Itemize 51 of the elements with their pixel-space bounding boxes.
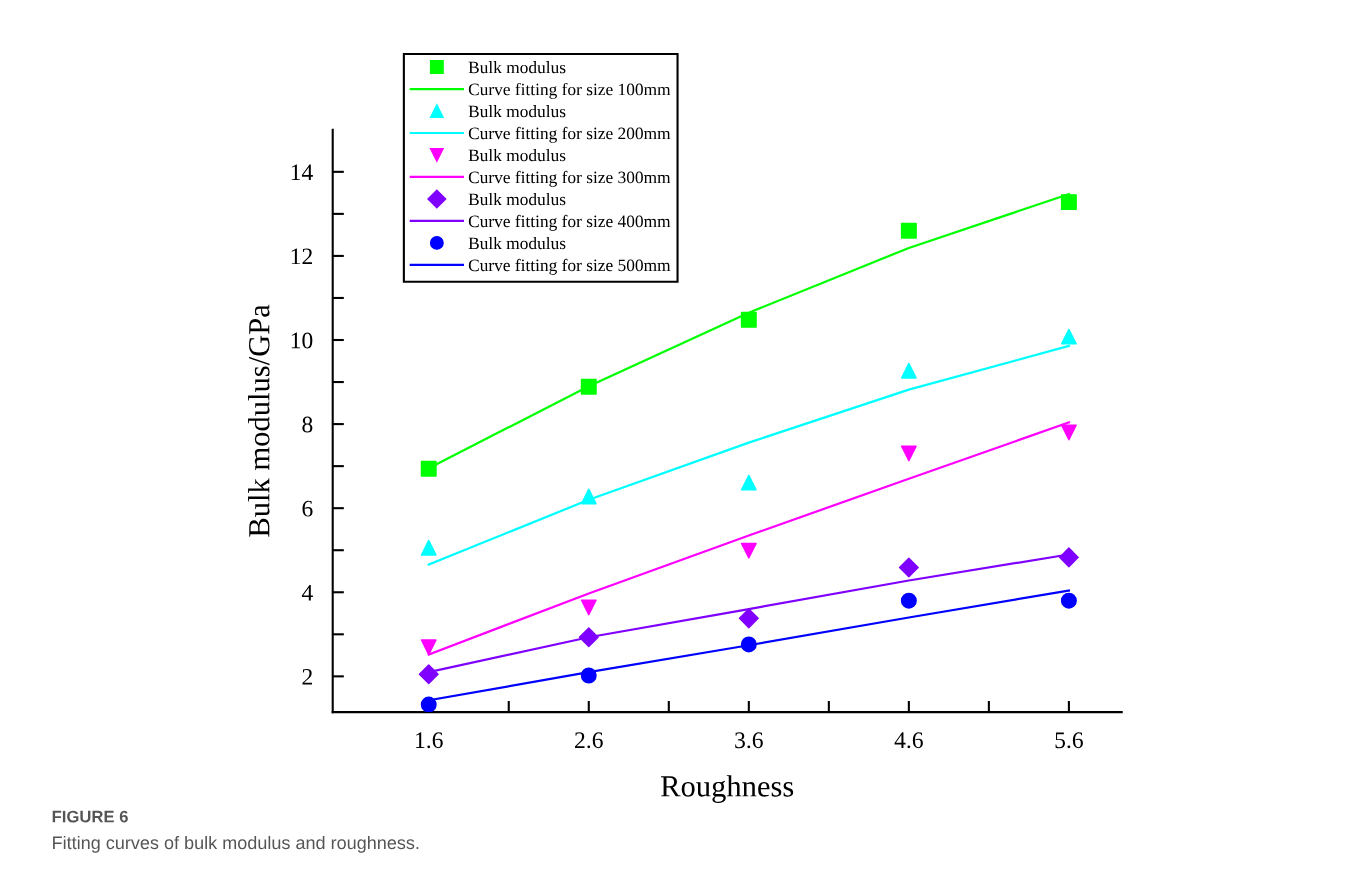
point — [1060, 328, 1077, 345]
point — [900, 222, 917, 239]
point — [420, 639, 437, 656]
y-axis-title: Bulk modulus/GPa — [248, 304, 270, 537]
text: Fitting curves of bulk modulus and roughness. — [53, 835, 419, 853]
legend-label: Curve fitting for size 100mm — [468, 82, 671, 99]
point — [580, 599, 597, 616]
x-tick-label: 2.6 — [575, 732, 603, 749]
legend-label: Bulk modulus — [468, 236, 566, 250]
y-tick-label: 12 — [291, 248, 312, 265]
legend-label: Bulk modulus — [468, 61, 566, 74]
point — [900, 592, 917, 609]
y-tick-label: 2 — [302, 668, 312, 685]
point — [420, 696, 437, 713]
legend-label: Curve fitting for size 400mm — [468, 214, 671, 231]
point — [1060, 424, 1077, 441]
point — [1060, 194, 1077, 211]
y-tick-label: 14 — [291, 164, 313, 181]
legend-label: Curve fitting for size 300mm — [468, 170, 671, 187]
legend-label: Curve fitting for size 200mm — [468, 126, 671, 143]
point — [738, 608, 759, 629]
point — [580, 488, 597, 505]
point — [1058, 547, 1079, 568]
x-tick-label: 4.6 — [894, 732, 923, 749]
point — [580, 667, 597, 684]
point — [1060, 592, 1077, 609]
legend-label: Bulk modulus — [468, 105, 566, 118]
x-tick-label: 1.6 — [416, 732, 443, 749]
point — [418, 664, 439, 685]
point — [580, 378, 597, 395]
point — [740, 542, 757, 559]
point — [420, 539, 437, 556]
point — [740, 636, 757, 653]
point — [740, 474, 757, 491]
point — [740, 311, 757, 328]
point — [420, 460, 437, 477]
caption: FIGURE 6 — [52, 810, 128, 823]
x-tick-label: 5.6 — [1055, 732, 1083, 749]
x-tick-label: 3.6 — [735, 732, 763, 749]
legend-label: Bulk modulus — [468, 192, 566, 206]
point — [900, 445, 917, 462]
y-tick-label: 4 — [301, 584, 313, 601]
point — [578, 627, 599, 648]
point — [898, 557, 919, 578]
y-tick-label: 10 — [291, 332, 313, 349]
y-tick-label: 6 — [302, 500, 313, 517]
point — [900, 362, 917, 379]
legend-label: Bulk modulus — [468, 149, 566, 162]
x-axis-title: Roughness — [661, 775, 794, 803]
y-tick-label: 8 — [302, 416, 313, 433]
legend-label: Curve fitting for size 500mm — [468, 258, 671, 275]
